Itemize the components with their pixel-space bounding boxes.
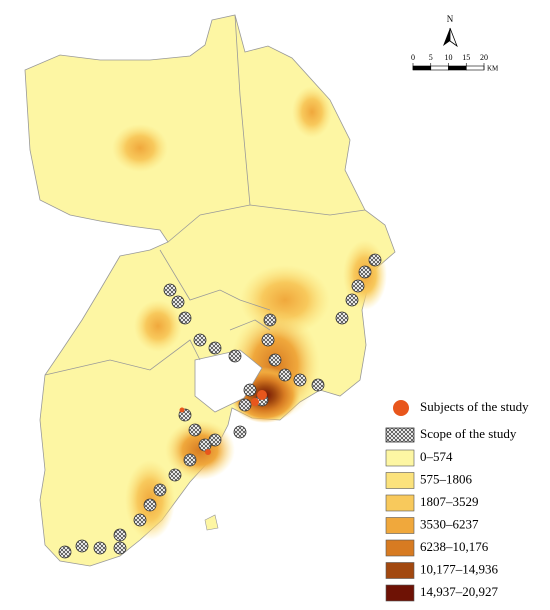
north-label: N [447,14,454,24]
legend-swatch [385,584,415,602]
scale-tick-label: 10 [445,53,453,62]
scale-segment [465,65,485,71]
scale-tick-label: 15 [462,53,470,62]
legend-label: 14,937–20,927 [420,584,499,599]
study-scope [58,253,382,559]
legend-label: Scope of the study [420,426,517,441]
legend-swatch [385,517,415,534]
legend-scope-symbol [385,427,415,443]
north-arrow: N [443,14,458,48]
legend-label: 575–1806 [420,471,473,486]
legend-subjects-symbol [393,400,409,416]
scale-tick-label: 20 [480,53,488,62]
legend-label: 0–574 [420,449,453,464]
legend: Subjects of the study Scope of the study 0… [385,399,529,602]
region [24,14,396,567]
legend-label: 3530–6237 [420,516,479,531]
scale-tick-label: 0 [411,53,415,62]
scale-bar: 0 5 10 15 20 KM [411,53,499,73]
scale-segment [448,65,467,71]
study-subjects [179,390,267,455]
scale-segment [412,65,432,71]
legend-label: 1807–3529 [420,494,479,509]
scale-tick-label: 5 [429,53,433,62]
legend-label: 10,177–14,936 [420,561,499,576]
scale-segment [430,65,449,71]
scale-unit: KM [487,65,499,73]
legend-swatch [385,449,415,467]
legend-label: 6238–10,176 [420,539,489,554]
legend-swatch [385,494,415,512]
legend-swatch [385,562,415,579]
legend-swatch [385,539,415,557]
legend-label: Subjects of the study [420,399,529,414]
legend-swatch [385,472,415,489]
